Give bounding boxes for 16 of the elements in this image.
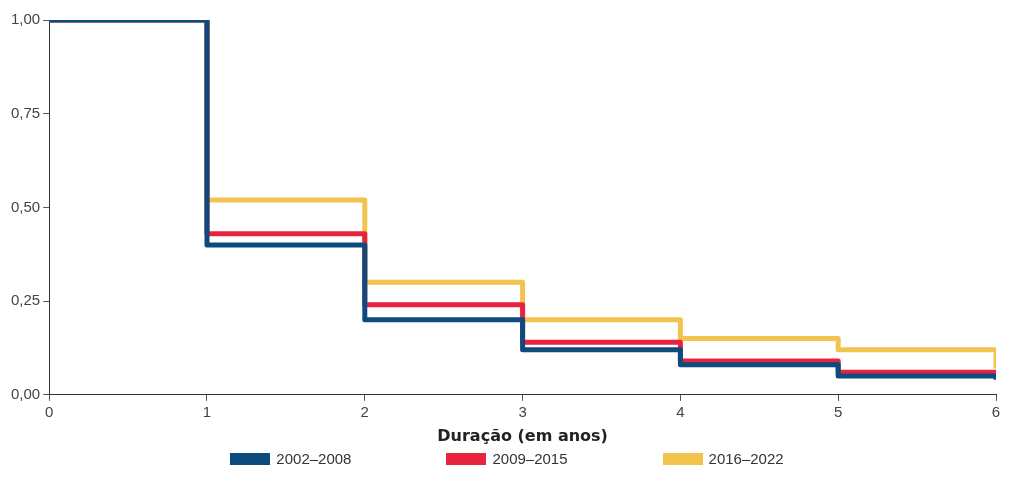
y-tick-label: 1,00	[10, 10, 41, 28]
x-axis-title: Duração (em anos)	[437, 425, 608, 445]
x-tick-label: 5	[834, 402, 843, 420]
x-tick-label: 3	[518, 402, 527, 420]
y-tick-label: 0,75	[10, 103, 41, 121]
y-tick-label: 0,00	[10, 384, 41, 402]
legend-label: 2002–2008	[276, 450, 352, 467]
y-tick-label: 0,25	[10, 291, 41, 309]
x-tick-label: 1	[202, 402, 212, 420]
x-tick-label: 4	[676, 402, 685, 420]
legend-label: 2009–2015	[492, 450, 568, 467]
x-tick-label: 0	[45, 402, 54, 420]
y-tick-label: 0,50	[10, 197, 41, 215]
x-tick-label: 2	[360, 402, 369, 420]
legend-label: 2016–2022	[708, 450, 784, 467]
x-tick-label: 6	[991, 402, 1001, 420]
